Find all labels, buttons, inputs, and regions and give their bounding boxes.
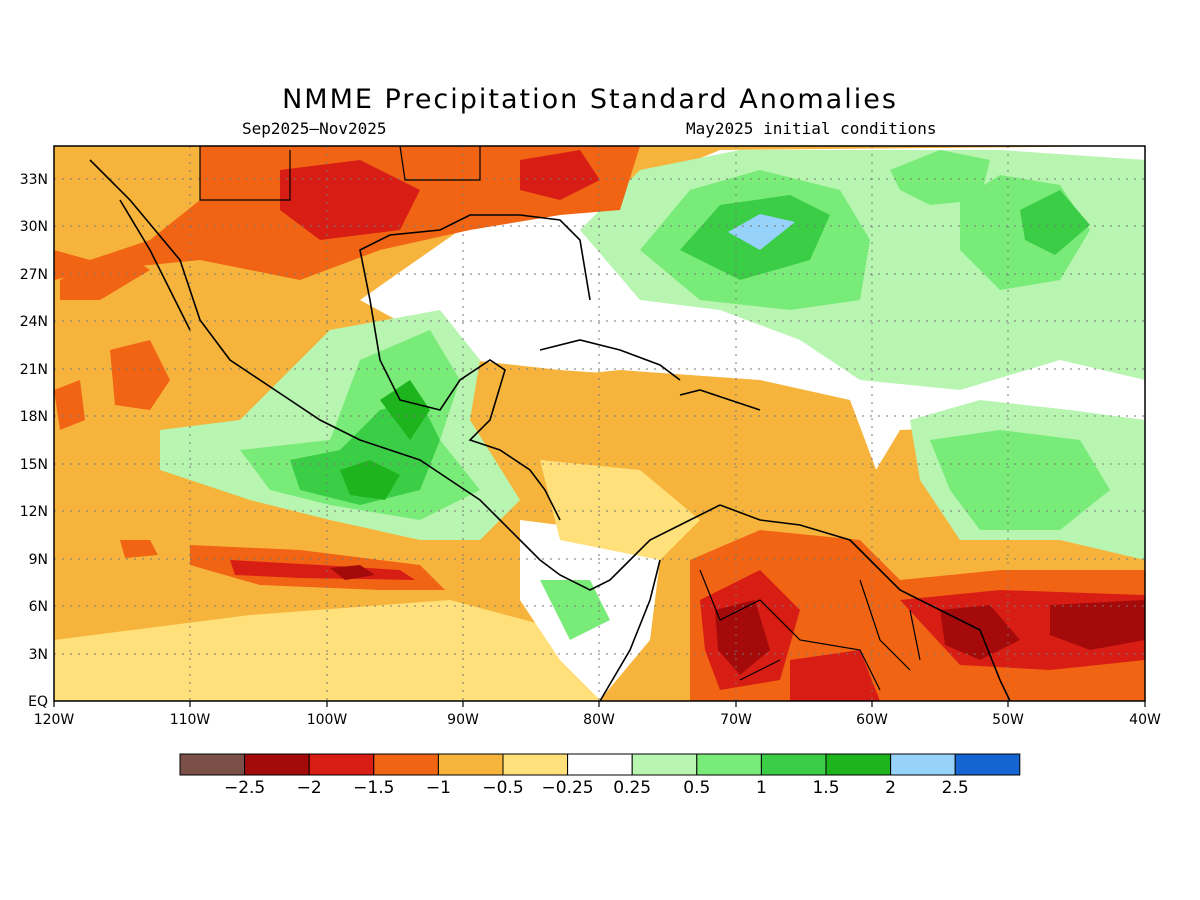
color-legend-labels: −2.5 −2 −1.5 −1 −0.5 −0.25 0.25 0.5 1 1.5 2 2.5 (224, 778, 969, 798)
forecast-period-label: Sep2025–Nov2025 (242, 119, 387, 138)
lon-tick-label: 40W (1129, 712, 1161, 728)
legend-label: −2 (297, 778, 322, 798)
lat-tick-label: 27N (20, 267, 48, 283)
lat-tick-label: 21N (20, 362, 48, 378)
latitude-axis: EQ 3N 6N 9N 12N 15N 18N 21N 24N 27N 30N … (20, 172, 48, 710)
legend-label: 1.5 (812, 778, 839, 798)
legend-swatch (244, 753, 310, 776)
legend-swatch (373, 753, 439, 776)
legend-label: 1 (756, 778, 767, 798)
lat-tick-label: 3N (29, 647, 48, 663)
legend-label: 2 (885, 778, 896, 798)
legend-swatch (890, 753, 956, 776)
legend-swatch (696, 753, 762, 776)
legend-swatch (760, 753, 827, 776)
lat-tick-label: 6N (29, 599, 48, 615)
lat-tick-label: 15N (20, 457, 48, 473)
lat-tick-label: 12N (20, 504, 48, 520)
legend-label: 0.25 (613, 778, 651, 798)
legend-swatch (502, 753, 569, 776)
lon-tick-label: 50W (992, 712, 1024, 728)
longitude-axis: 120W 110W 100W 90W 80W 70W 60W 50W 40W (34, 712, 1161, 728)
legend-swatch (954, 753, 1021, 776)
lat-tick-label: 24N (20, 314, 48, 330)
lat-tick-label: 9N (29, 552, 48, 568)
legend-label: 0.5 (683, 778, 710, 798)
legend-swatch (308, 753, 375, 776)
legend-swatch (437, 753, 504, 776)
lon-tick-label: 80W (583, 712, 615, 728)
legend-swatch (631, 753, 698, 776)
legend-swatch (567, 753, 633, 776)
lon-tick-label: 110W (170, 712, 211, 728)
legend-swatch (179, 753, 246, 776)
legend-label: −1.5 (353, 778, 394, 798)
legend-label: −0.5 (482, 778, 523, 798)
lat-tick-label: 18N (20, 409, 48, 425)
lon-tick-label: 90W (447, 712, 479, 728)
legend-label: −2.5 (224, 778, 265, 798)
legend-label: 2.5 (942, 778, 969, 798)
legend-label: −0.25 (542, 778, 594, 798)
initial-conditions-label: May2025 initial conditions (686, 119, 937, 138)
anomaly-field (54, 146, 1145, 701)
map-title: NMME Precipitation Standard Anomalies (282, 84, 898, 115)
color-legend (179, 753, 1021, 776)
legend-swatch (825, 753, 892, 776)
lat-tick-label: 30N (20, 219, 48, 235)
borders (199, 146, 921, 691)
lon-tick-label: 100W (307, 712, 348, 728)
lon-tick-label: 70W (720, 712, 752, 728)
legend-label: −1 (426, 778, 451, 798)
lon-tick-label: 60W (856, 712, 888, 728)
lat-tick-label: 33N (20, 172, 48, 188)
grid-lines (54, 146, 1145, 701)
lon-tick-label: 120W (34, 712, 75, 728)
coastlines (89, 159, 1011, 701)
lat-tick-label: EQ (28, 694, 48, 710)
